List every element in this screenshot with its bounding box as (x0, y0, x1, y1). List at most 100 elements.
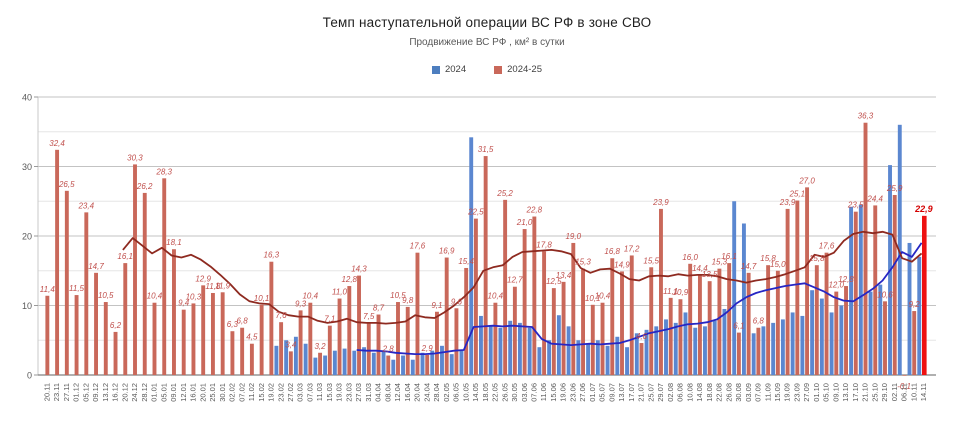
bar-value-label: 12,8 (341, 275, 357, 284)
bar-value-label: 26,2 (136, 182, 153, 191)
bar-value-label: 10,4 (488, 292, 504, 301)
bar-value-label: 16,9 (439, 247, 455, 256)
bar-2024-25 (220, 292, 225, 375)
y-tick-label: 0 (27, 371, 32, 381)
x-axis-label: 13.07 (617, 383, 626, 402)
bar-2024-25 (922, 215, 927, 375)
x-axis-label: 07.03 (305, 383, 314, 402)
bar-2024-25 (376, 314, 381, 375)
bar-value-label: 11,1 (663, 287, 678, 296)
bar-value-label: 3,4 (285, 340, 297, 349)
x-axis-label: 25.07 (646, 383, 655, 402)
bar-2024-25 (473, 218, 478, 375)
bar-value-label: 6,8 (237, 317, 249, 326)
x-axis-label: 11.06 (539, 383, 548, 401)
x-axis-label: 15.06 (549, 383, 558, 402)
bar-value-label: 25,2 (496, 189, 513, 198)
bar-value-label: 18,1 (166, 238, 182, 247)
bar-2024-25 (152, 302, 157, 375)
bar-value-label: 9,4 (178, 299, 190, 308)
bar-value-label: 22,9 (914, 204, 933, 214)
bar-2024-25 (707, 281, 712, 375)
bar-2024-25 (746, 272, 751, 375)
bar-2024-25 (84, 212, 89, 375)
x-axis-label: 15.03 (325, 383, 334, 402)
bar-2024-25 (425, 354, 430, 375)
bar-2024-25 (74, 295, 79, 375)
bar-2024 (897, 124, 902, 375)
bar-2024 (868, 291, 873, 375)
x-axis-label: 09.01 (169, 383, 178, 402)
bar-2024-25 (162, 178, 167, 375)
bar-2024-25 (542, 251, 547, 375)
bar-2024-25 (201, 285, 206, 375)
bar-value-label: 22,5 (467, 208, 484, 217)
bar-value-label: 10,5 (390, 291, 406, 300)
bar-2024 (274, 345, 279, 375)
x-axis-label: 02.05 (442, 383, 451, 402)
x-axis-label: 11.09 (763, 383, 772, 401)
bar-value-label: 23,5 (847, 201, 864, 210)
legend-swatch-2024 (431, 65, 440, 74)
x-axis-label: 24.12 (130, 383, 139, 402)
bar-2024 (810, 290, 815, 375)
bar-2024-25 (240, 327, 245, 375)
x-axis-label: 22.08 (715, 383, 724, 402)
bar-2024 (391, 359, 396, 375)
x-axis-label: 02.08 (666, 383, 675, 402)
bar-2024-25 (503, 199, 508, 375)
bar-2024 (332, 350, 337, 375)
bar-2024-25 (892, 194, 897, 375)
bar-2024-25 (824, 252, 829, 375)
bar-2024 (595, 340, 600, 375)
x-axis-label: 22.05 (491, 383, 500, 402)
bar-value-label: 31,5 (478, 145, 494, 154)
bar-2024-25 (113, 331, 118, 375)
bar-2024 (780, 319, 785, 375)
x-axis-label: 05.07 (598, 383, 607, 402)
bar-2024 (829, 312, 834, 375)
bar-2024-25 (834, 291, 839, 375)
bar-2024 (469, 137, 474, 375)
bar-2024-25 (717, 268, 722, 375)
bar-2024-25 (230, 331, 235, 375)
bar-2024-25 (386, 355, 391, 375)
x-axis-label: 10.05 (461, 383, 470, 402)
bar-value-label: 10,9 (673, 288, 689, 297)
x-axis-label: 05.01 (159, 383, 168, 402)
y-tick-label: 20 (22, 232, 32, 242)
bar-2024 (605, 345, 610, 375)
x-axis-label: 11.03 (315, 383, 324, 401)
bar-2024-25 (610, 258, 615, 375)
bar-value-label: 6,3 (227, 320, 239, 329)
x-axis-label: 26.08 (724, 383, 733, 402)
bar-value-label: 14,7 (741, 262, 757, 271)
bar-2024 (498, 327, 503, 375)
bar-value-label: 17,6 (819, 242, 835, 251)
bar-2024-25 (844, 286, 848, 375)
bar-2024-25 (133, 164, 137, 375)
x-axis-label: 14.08 (695, 383, 704, 402)
bar-2024 (362, 347, 367, 375)
legend-swatch-2024-25 (494, 65, 503, 74)
bar-2024-25 (123, 263, 128, 375)
bar-2024 (703, 326, 707, 375)
x-axis-label: 23.11 (52, 383, 61, 401)
bar-2024-25 (668, 297, 673, 375)
x-axis-label: 25.01 (208, 383, 217, 402)
x-axis-label: 07.06 (530, 383, 539, 402)
bar-value-label: 14,4 (692, 264, 708, 273)
legend: 2024 2024-25 (0, 64, 974, 75)
x-axis-label: 27.09 (802, 383, 811, 402)
bar-2024 (878, 284, 883, 375)
bar-2024 (654, 326, 659, 375)
bar-2024 (576, 340, 581, 375)
bar-2024-25 (454, 308, 459, 375)
bar-value-label: 10,6 (877, 290, 893, 299)
bar-2024 (401, 355, 405, 375)
bar-value-label: 28,3 (155, 167, 172, 176)
x-axis-label: 01.01 (150, 383, 159, 402)
bar-value-label: 24,4 (866, 194, 883, 203)
bar-2024-25 (269, 261, 274, 375)
